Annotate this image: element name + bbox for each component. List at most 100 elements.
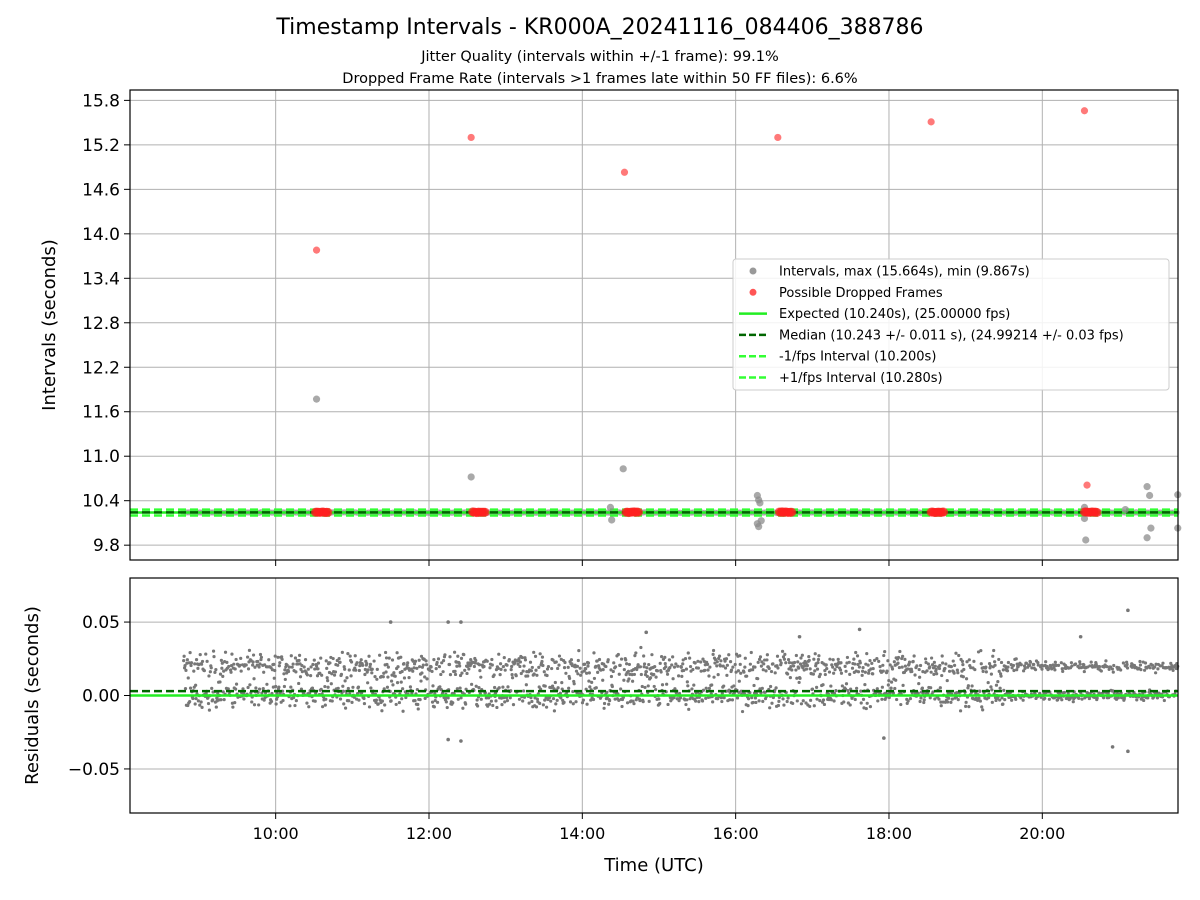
residual-point bbox=[967, 658, 971, 662]
residual-point bbox=[387, 656, 391, 660]
residual-point bbox=[251, 660, 255, 664]
residual-point bbox=[353, 654, 357, 658]
residual-point bbox=[784, 661, 788, 665]
residual-point bbox=[341, 684, 345, 688]
residual-point bbox=[503, 668, 507, 672]
residual-point bbox=[645, 666, 649, 670]
residual-point bbox=[1089, 660, 1093, 664]
residual-point bbox=[682, 668, 686, 673]
residual-point bbox=[1046, 667, 1051, 671]
residual-point bbox=[305, 673, 310, 677]
residual-point bbox=[391, 683, 395, 687]
residual-point bbox=[259, 655, 264, 659]
residual-point bbox=[478, 669, 482, 673]
residual-point bbox=[408, 685, 413, 689]
residual-point bbox=[925, 669, 929, 673]
residual-point bbox=[716, 672, 720, 677]
residual-point bbox=[653, 665, 657, 669]
residual-point bbox=[186, 703, 190, 708]
residual-point bbox=[214, 705, 218, 709]
residual-point bbox=[720, 699, 724, 704]
residual-point bbox=[973, 667, 977, 672]
residual-point bbox=[251, 663, 255, 667]
residual-point bbox=[822, 702, 827, 707]
residual-point bbox=[340, 650, 344, 654]
residual-point bbox=[467, 667, 471, 671]
residual-point bbox=[506, 685, 510, 689]
residual-point bbox=[424, 663, 429, 667]
residual-point bbox=[686, 684, 690, 688]
residual-point bbox=[501, 685, 505, 689]
residual-point bbox=[521, 669, 525, 673]
residual-point bbox=[306, 667, 310, 671]
residual-point bbox=[401, 709, 405, 713]
residual-point bbox=[908, 697, 913, 701]
residual-point bbox=[940, 654, 944, 658]
residual-point bbox=[562, 666, 567, 670]
residual-point bbox=[922, 700, 926, 705]
residual-point bbox=[594, 686, 598, 690]
residual-point bbox=[872, 658, 877, 662]
residual-point bbox=[650, 653, 654, 657]
residual-point bbox=[185, 658, 189, 662]
residual-point bbox=[413, 698, 417, 703]
residual-point bbox=[293, 703, 297, 708]
residual-point bbox=[246, 667, 251, 671]
residual-point bbox=[1138, 659, 1142, 664]
residual-point bbox=[764, 669, 768, 673]
residual-point bbox=[990, 688, 994, 692]
residual-point bbox=[631, 679, 635, 683]
residual-point bbox=[300, 670, 304, 674]
residual-point bbox=[797, 680, 801, 685]
interval-point bbox=[755, 523, 763, 531]
residual-point bbox=[693, 661, 697, 665]
residual-point bbox=[992, 648, 996, 653]
residual-point bbox=[938, 686, 942, 690]
residual-point bbox=[383, 650, 388, 655]
residual-point bbox=[954, 651, 958, 655]
residual-point bbox=[999, 674, 1003, 678]
residual-point bbox=[366, 681, 370, 685]
residual-point bbox=[1082, 669, 1086, 674]
residual-point bbox=[502, 656, 506, 660]
residual-point bbox=[930, 656, 934, 660]
residual-point bbox=[244, 663, 248, 667]
residual-point bbox=[846, 689, 850, 693]
residual-point bbox=[947, 696, 951, 700]
residual-point bbox=[521, 689, 526, 693]
residual-point bbox=[370, 667, 374, 671]
residual-point bbox=[543, 698, 547, 702]
residual-point bbox=[492, 673, 496, 677]
residual-point bbox=[396, 665, 400, 669]
residual-point bbox=[418, 698, 422, 702]
residual-point bbox=[587, 671, 591, 675]
residual-point bbox=[316, 661, 321, 665]
residual-point bbox=[667, 658, 672, 662]
residual-point bbox=[310, 686, 315, 690]
dropped-frame-point bbox=[480, 507, 490, 517]
residual-point bbox=[622, 667, 626, 672]
residual-point bbox=[938, 663, 942, 668]
residual-point bbox=[1095, 696, 1099, 700]
residual-point bbox=[200, 659, 205, 664]
interval-point bbox=[757, 517, 765, 525]
residual-point bbox=[388, 620, 393, 624]
residual-point bbox=[800, 653, 804, 657]
residual-point bbox=[455, 687, 459, 691]
residual-point bbox=[728, 660, 733, 664]
residual-point bbox=[345, 676, 349, 680]
residual-point bbox=[596, 670, 600, 674]
residual-point bbox=[722, 696, 726, 700]
residual-point bbox=[828, 657, 832, 661]
residual-point bbox=[1110, 745, 1115, 749]
residual-point bbox=[631, 699, 635, 703]
residual-point bbox=[238, 663, 242, 667]
residual-point bbox=[738, 654, 742, 658]
residual-point bbox=[671, 677, 675, 681]
residual-point bbox=[987, 661, 992, 666]
residual-point bbox=[343, 679, 347, 683]
residual-point bbox=[328, 661, 332, 665]
residual-point bbox=[823, 672, 827, 677]
residual-point bbox=[594, 664, 598, 668]
residual-point bbox=[696, 659, 700, 663]
